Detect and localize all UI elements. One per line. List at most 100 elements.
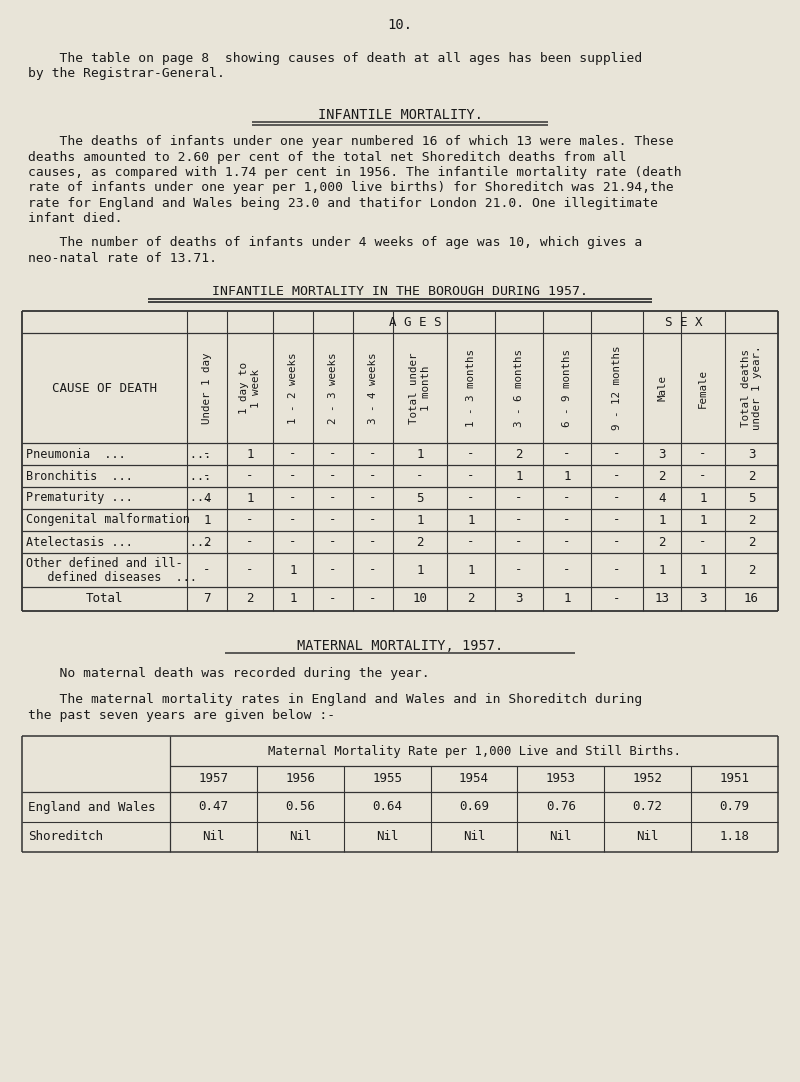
Text: 1: 1 (467, 564, 474, 577)
Text: 1955: 1955 (372, 773, 402, 786)
Text: 1957: 1957 (198, 773, 229, 786)
Text: Atelectasis ...        ...: Atelectasis ... ... (26, 536, 211, 549)
Text: 0.69: 0.69 (459, 801, 489, 814)
Text: 1: 1 (467, 514, 474, 527)
Text: -: - (370, 470, 377, 483)
Text: 1: 1 (699, 491, 706, 504)
Text: -: - (370, 593, 377, 606)
Text: -: - (699, 470, 706, 483)
Text: deaths amounted to 2.60 per cent of the total net Shoreditch deaths from all: deaths amounted to 2.60 per cent of the … (28, 150, 626, 163)
Text: 1: 1 (416, 514, 424, 527)
Text: 0.64: 0.64 (372, 801, 402, 814)
Text: 10.: 10. (387, 18, 413, 32)
Text: Nil: Nil (462, 831, 486, 844)
Text: The table on page 8  showing causes of death at all ages has been supplied: The table on page 8 showing causes of de… (28, 52, 642, 65)
Text: MATERNAL MORTALITY, 1957.: MATERNAL MORTALITY, 1957. (297, 639, 503, 654)
Text: Nil: Nil (550, 831, 572, 844)
Text: 2: 2 (515, 448, 522, 461)
Text: 6 - 9 months: 6 - 9 months (562, 349, 572, 427)
Text: -: - (330, 470, 337, 483)
Text: Bronchitis  ...        ...: Bronchitis ... ... (26, 470, 211, 483)
Text: -: - (290, 448, 297, 461)
Text: 1952: 1952 (633, 773, 662, 786)
Text: -: - (515, 491, 522, 504)
Text: 1: 1 (246, 491, 254, 504)
Text: Nil: Nil (376, 831, 398, 844)
Text: 1: 1 (416, 448, 424, 461)
Text: -: - (290, 491, 297, 504)
Text: 0.72: 0.72 (633, 801, 662, 814)
Text: Total: Total (86, 593, 123, 606)
Text: -: - (330, 536, 337, 549)
Text: Female: Female (698, 369, 708, 408)
Text: 0.76: 0.76 (546, 801, 576, 814)
Text: -: - (699, 536, 706, 549)
Text: Male: Male (657, 375, 667, 401)
Text: INFANTILE MORTALITY IN THE BOROUGH DURING 1957.: INFANTILE MORTALITY IN THE BOROUGH DURIN… (212, 285, 588, 298)
Text: Nil: Nil (289, 831, 311, 844)
Text: -: - (467, 448, 474, 461)
Text: -: - (467, 470, 474, 483)
Text: 2: 2 (467, 593, 474, 606)
Text: -: - (614, 448, 621, 461)
Text: 1: 1 (290, 593, 297, 606)
Text: 1: 1 (658, 514, 666, 527)
Text: rate for England and Wales being 23.0 and thatifor London 21.0. One illegitimate: rate for England and Wales being 23.0 an… (28, 197, 658, 210)
Text: 16: 16 (744, 593, 759, 606)
Text: 3 - 4 weeks: 3 - 4 weeks (368, 353, 378, 424)
Text: -: - (563, 536, 570, 549)
Text: -: - (203, 448, 210, 461)
Text: 5: 5 (416, 491, 424, 504)
Text: 3 - 6 months: 3 - 6 months (514, 349, 524, 427)
Text: -: - (563, 448, 570, 461)
Text: A G E S: A G E S (389, 316, 442, 329)
Text: -: - (370, 491, 377, 504)
Text: England and Wales: England and Wales (28, 801, 155, 814)
Text: -: - (515, 514, 522, 527)
Text: Nil: Nil (637, 831, 659, 844)
Text: -: - (290, 536, 297, 549)
Text: 1: 1 (515, 470, 522, 483)
Text: -: - (563, 564, 570, 577)
Text: -: - (330, 514, 337, 527)
Text: 3: 3 (699, 593, 706, 606)
Text: -: - (290, 470, 297, 483)
Text: Under 1 day: Under 1 day (202, 353, 212, 424)
Text: 2: 2 (246, 593, 254, 606)
Text: 9 - 12 months: 9 - 12 months (612, 346, 622, 431)
Text: INFANTILE MORTALITY.: INFANTILE MORTALITY. (318, 108, 482, 122)
Text: 2: 2 (748, 470, 755, 483)
Text: 1: 1 (246, 448, 254, 461)
Text: -: - (246, 470, 254, 483)
Text: 0.56: 0.56 (286, 801, 315, 814)
Text: -: - (614, 564, 621, 577)
Text: rate of infants under one year per 1,000 live births) for Shoreditch was 21.94,t: rate of infants under one year per 1,000… (28, 182, 674, 195)
Text: 3: 3 (658, 448, 666, 461)
Text: -: - (614, 514, 621, 527)
Text: Pneumonia  ...         ...: Pneumonia ... ... (26, 448, 211, 461)
Text: -: - (246, 564, 254, 577)
Text: Total deaths
under 1 year.: Total deaths under 1 year. (741, 346, 762, 431)
Text: 7: 7 (203, 593, 210, 606)
Text: 1: 1 (563, 593, 570, 606)
Text: -: - (370, 448, 377, 461)
Text: -: - (330, 448, 337, 461)
Text: -: - (699, 448, 706, 461)
Text: CAUSE OF DEATH: CAUSE OF DEATH (52, 382, 157, 395)
Text: 13: 13 (654, 593, 670, 606)
Text: -: - (370, 514, 377, 527)
Text: 1.18: 1.18 (719, 831, 750, 844)
Text: -: - (515, 536, 522, 549)
Text: -: - (370, 536, 377, 549)
Text: Other defined and ill-: Other defined and ill- (26, 557, 182, 570)
Text: Prematurity ...        ...: Prematurity ... ... (26, 491, 211, 504)
Text: -: - (467, 491, 474, 504)
Text: -: - (330, 593, 337, 606)
Text: defined diseases  ...: defined diseases ... (26, 571, 197, 584)
Text: 2: 2 (748, 536, 755, 549)
Text: 0.47: 0.47 (198, 801, 229, 814)
Text: 1: 1 (699, 514, 706, 527)
Text: -: - (203, 470, 210, 483)
Text: -: - (467, 536, 474, 549)
Text: -: - (246, 536, 254, 549)
